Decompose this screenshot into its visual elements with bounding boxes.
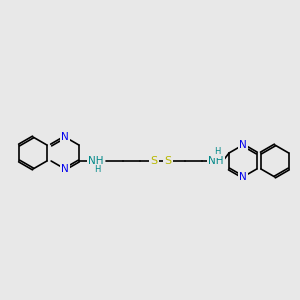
Text: NH: NH	[208, 156, 224, 166]
Text: N: N	[239, 140, 247, 150]
Text: N: N	[239, 172, 247, 182]
Text: S: S	[164, 156, 171, 166]
Text: N: N	[61, 132, 69, 142]
Text: H: H	[94, 166, 100, 175]
Text: NH: NH	[88, 156, 103, 166]
Text: H: H	[214, 148, 220, 157]
Text: N: N	[61, 164, 69, 174]
Text: S: S	[150, 156, 158, 166]
